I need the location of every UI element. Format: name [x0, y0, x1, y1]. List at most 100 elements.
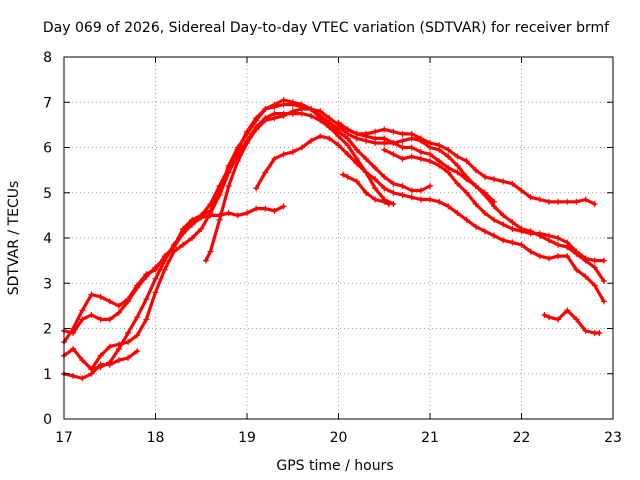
data-point	[317, 117, 324, 124]
data-point	[97, 293, 104, 300]
data-point	[582, 273, 589, 280]
data-point	[454, 162, 461, 169]
data-point	[463, 189, 470, 196]
data-point	[372, 139, 379, 146]
data-point	[509, 180, 516, 187]
data-point	[541, 311, 548, 318]
data-point	[125, 354, 132, 361]
data-point	[417, 149, 424, 156]
data-point	[500, 221, 507, 228]
data-point	[271, 115, 278, 122]
data-point	[399, 130, 406, 137]
data-point	[253, 115, 260, 122]
data-point	[97, 352, 104, 359]
data-point	[125, 339, 132, 346]
data-point	[408, 187, 415, 194]
data-point	[189, 221, 196, 228]
data-point	[390, 180, 397, 187]
data-point	[308, 137, 315, 144]
y-tick-label: 8	[43, 50, 52, 66]
data-point	[408, 153, 415, 160]
data-point	[573, 316, 580, 323]
data-point	[500, 237, 507, 244]
data-point	[143, 296, 150, 303]
data-point	[225, 182, 232, 189]
data-point	[372, 196, 379, 203]
data-point	[262, 106, 269, 113]
data-point	[491, 216, 498, 223]
data-point	[509, 219, 516, 226]
grid	[64, 57, 613, 419]
data-point	[509, 239, 516, 246]
data-point	[143, 273, 150, 280]
data-point	[280, 112, 287, 119]
data-point	[582, 196, 589, 203]
data-point	[115, 302, 122, 309]
data-point	[335, 142, 342, 149]
x-tick-label: 18	[147, 430, 165, 446]
data-point	[417, 155, 424, 162]
y-tick-label: 0	[43, 412, 52, 428]
data-point	[555, 198, 562, 205]
data-point	[564, 198, 571, 205]
data-point	[472, 223, 479, 230]
data-point	[88, 366, 95, 373]
x-tick-label: 17	[55, 430, 73, 446]
data-point	[390, 189, 397, 196]
data-point	[106, 361, 113, 368]
data-point	[298, 106, 305, 113]
data-point	[500, 212, 507, 219]
data-point	[381, 146, 388, 153]
data-point	[161, 257, 168, 264]
series-track-9	[335, 124, 607, 284]
data-point	[289, 149, 296, 156]
data-point	[198, 212, 205, 219]
data-point	[97, 361, 104, 368]
data-point	[244, 210, 250, 217]
data-point	[381, 185, 388, 192]
data-point	[317, 133, 324, 140]
data-point	[207, 248, 214, 255]
data-point	[481, 192, 488, 199]
data-point	[381, 173, 388, 180]
data-point	[381, 139, 388, 146]
data-point	[545, 198, 552, 205]
data-point	[463, 216, 470, 223]
data-point	[573, 266, 580, 273]
data-point	[308, 112, 315, 119]
data-point	[271, 207, 278, 214]
data-point	[381, 198, 388, 205]
x-tick-label: 23	[604, 430, 622, 446]
data-point	[134, 284, 141, 291]
data-point	[445, 203, 452, 210]
data-point	[79, 375, 86, 382]
data-point	[106, 343, 113, 350]
data-point	[600, 277, 607, 284]
data-point	[417, 137, 424, 144]
data-point	[582, 327, 589, 334]
data-point	[317, 108, 324, 115]
data-point	[536, 196, 543, 203]
data-point	[596, 330, 603, 337]
data-point	[271, 103, 278, 110]
data-point	[289, 101, 296, 108]
data-point	[152, 289, 159, 296]
data-point	[280, 151, 287, 158]
series-track-3	[61, 101, 397, 373]
data-point	[115, 341, 122, 348]
data-point	[70, 373, 77, 380]
data-point	[234, 158, 241, 165]
y-axis: 0 1 2 3 4 5 6 7 8	[43, 50, 613, 428]
data-point	[152, 275, 159, 282]
data-point	[225, 169, 232, 176]
data-point	[353, 146, 360, 153]
data-point	[115, 309, 122, 316]
data-point	[500, 178, 507, 185]
data-point	[335, 124, 342, 131]
data-point	[70, 345, 77, 352]
data-point	[481, 210, 488, 217]
data-point	[573, 198, 580, 205]
data-point	[427, 158, 433, 165]
data-point	[445, 146, 452, 153]
data-point	[509, 225, 516, 232]
